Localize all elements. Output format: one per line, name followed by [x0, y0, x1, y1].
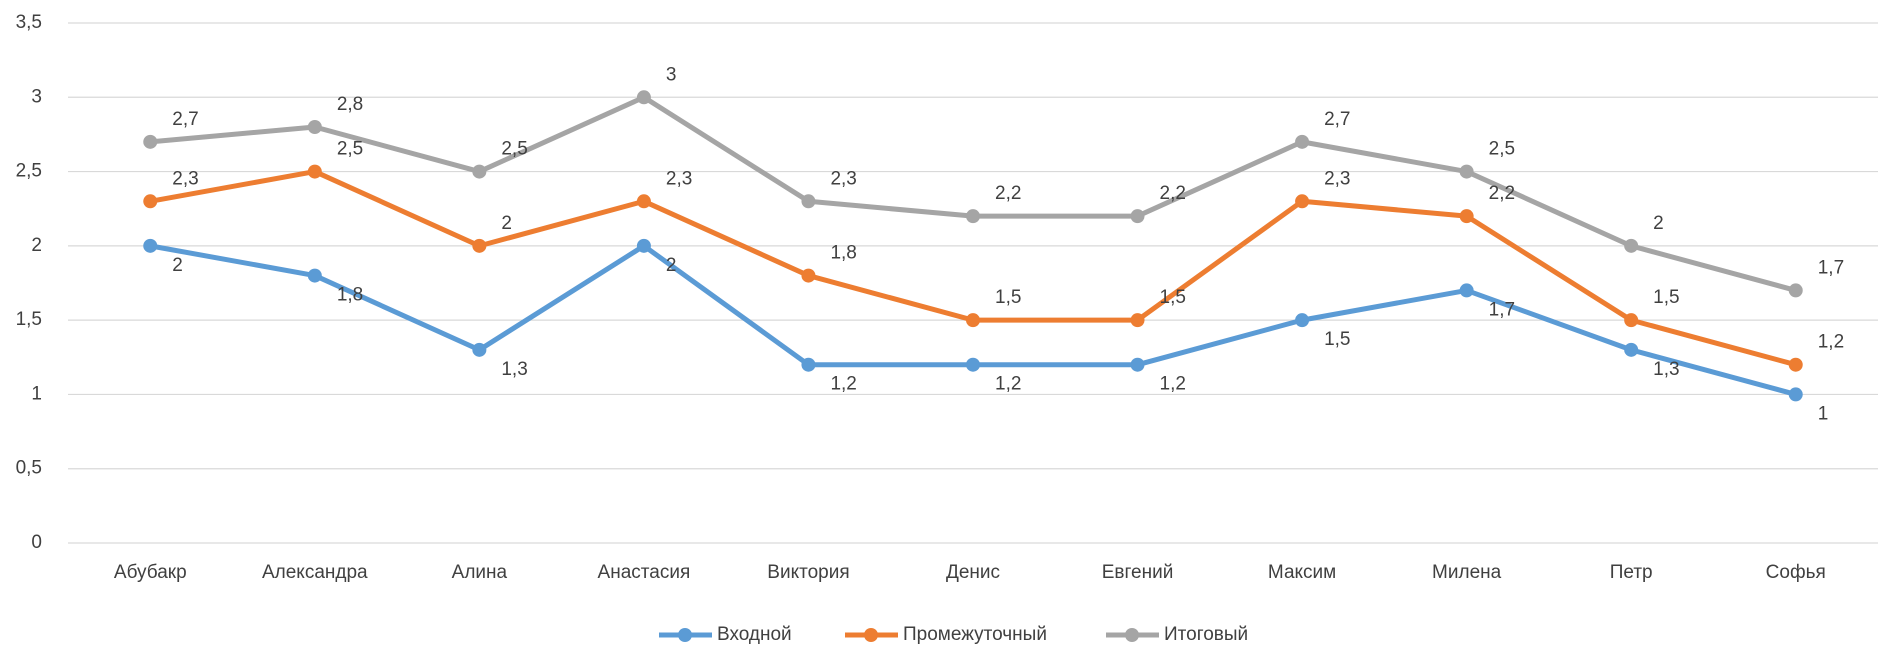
data-label: 2,2	[995, 183, 1021, 204]
data-label: 3	[666, 64, 677, 85]
x-tick-label: Абубакр	[114, 562, 187, 583]
data-point	[1295, 134, 1310, 149]
data-point	[1295, 194, 1310, 209]
data-label: 1,2	[1818, 332, 1844, 353]
data-point	[472, 342, 487, 357]
legend-marker	[678, 628, 692, 642]
y-tick-label: 3,5	[16, 12, 42, 33]
x-tick-label: Евгений	[1102, 562, 1174, 583]
y-tick-label: 3	[31, 86, 42, 107]
data-label: 2	[1653, 213, 1664, 234]
data-point	[636, 238, 651, 253]
legend-marker	[1125, 628, 1139, 642]
x-tick-label: Алина	[452, 562, 508, 583]
data-point	[307, 120, 322, 134]
x-tick-label: Софья	[1766, 562, 1826, 583]
data-point	[1624, 238, 1639, 253]
data-label: 2,3	[830, 168, 856, 189]
x-tick-label: Максим	[1268, 562, 1336, 583]
data-point	[1459, 209, 1474, 224]
legend-label: Итоговый	[1164, 624, 1248, 645]
data-label: 1,5	[1160, 287, 1186, 308]
data-point	[307, 268, 322, 283]
data-point	[1788, 283, 1803, 298]
series-line	[147, 169, 1799, 368]
y-tick-label: 0	[31, 532, 42, 553]
data-point	[801, 357, 816, 372]
data-point	[143, 194, 158, 209]
data-label: 1,3	[1653, 359, 1679, 380]
data-label: 2	[501, 213, 512, 234]
data-label: 1	[1818, 403, 1829, 424]
data-point	[1459, 283, 1474, 298]
data-label: 2,3	[1324, 168, 1350, 189]
data-label: 1,5	[995, 287, 1021, 308]
data-point	[801, 268, 816, 283]
data-label: 1,8	[830, 243, 856, 264]
data-point	[636, 90, 651, 105]
data-label: 2,3	[172, 168, 198, 189]
data-label: 2	[666, 255, 677, 276]
data-label: 2,2	[1489, 183, 1515, 204]
x-tick-label: Виктория	[767, 562, 849, 583]
data-point	[472, 164, 487, 179]
x-tick-label: Александра	[262, 562, 368, 583]
data-point	[1295, 313, 1310, 328]
data-label: 2,7	[1324, 109, 1350, 130]
data-label: 1,5	[1324, 329, 1350, 350]
data-label: 2,5	[501, 139, 527, 160]
data-point	[143, 134, 158, 149]
data-point	[1130, 313, 1145, 328]
y-tick-label: 0,5	[16, 458, 42, 479]
data-point	[1624, 342, 1639, 357]
data-label: 1,7	[1818, 257, 1844, 278]
data-point	[966, 357, 980, 372]
y-tick-label: 2	[31, 235, 42, 256]
data-point	[1459, 164, 1474, 179]
data-label: 2,5	[1489, 139, 1515, 160]
data-point	[966, 313, 980, 328]
data-point	[801, 194, 816, 209]
data-point	[636, 194, 651, 209]
data-point	[472, 238, 487, 253]
y-tick-label: 1	[31, 383, 42, 404]
data-point	[1788, 357, 1803, 372]
x-tick-label: Петр	[1610, 562, 1653, 583]
legend-marker	[864, 628, 878, 642]
data-label: 1,2	[995, 374, 1021, 395]
data-label: 1,7	[1489, 299, 1515, 320]
data-point	[1624, 313, 1639, 328]
data-point	[1130, 357, 1145, 372]
data-point	[307, 164, 322, 179]
data-point	[1788, 387, 1803, 402]
data-label: 2,8	[337, 94, 363, 115]
series-line	[147, 94, 1799, 293]
y-tick-label: 1,5	[16, 309, 42, 330]
x-tick-label: Анастасия	[598, 562, 691, 583]
legend-label: Промежуточный	[903, 624, 1047, 645]
data-label: 1,2	[830, 374, 856, 395]
x-tick-label: Милена	[1432, 562, 1502, 583]
data-label: 2,7	[172, 109, 198, 130]
data-point	[966, 209, 980, 224]
data-point	[143, 238, 158, 253]
data-label: 1,3	[501, 359, 527, 380]
legend-label: Входной	[717, 624, 792, 645]
data-label: 2	[172, 255, 183, 276]
data-label: 2,5	[337, 139, 363, 160]
data-label: 2,3	[666, 168, 692, 189]
data-label: 1,2	[1160, 374, 1186, 395]
data-point	[1130, 209, 1145, 224]
y-tick-label: 2,5	[16, 161, 42, 182]
data-label: 1,8	[337, 285, 363, 306]
x-tick-label: Денис	[946, 562, 1000, 583]
data-label: 1,5	[1653, 287, 1679, 308]
data-label: 2,2	[1160, 183, 1186, 204]
